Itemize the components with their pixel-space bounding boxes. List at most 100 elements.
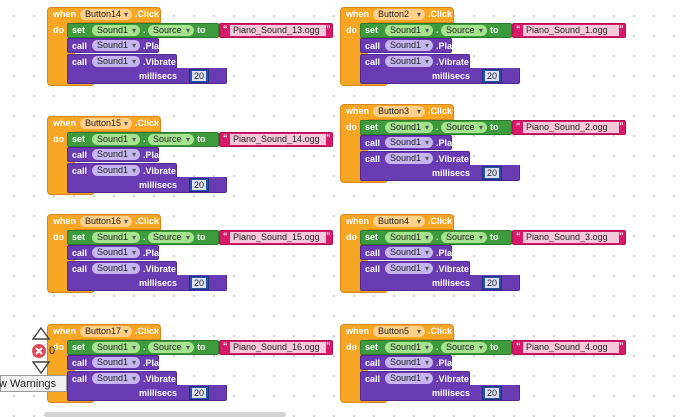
sound-component-dropdown[interactable]: Sound1	[92, 232, 140, 243]
number-block[interactable]: 20	[482, 276, 502, 290]
number-value[interactable]: 20	[192, 180, 206, 190]
click-event-label: .Click	[428, 216, 453, 226]
button-component-dropdown[interactable]: Button15	[80, 118, 132, 129]
sound-component-dropdown[interactable]: Sound1	[385, 153, 433, 164]
sound-component-dropdown[interactable]: Sound1	[385, 373, 433, 384]
button-component-dropdown[interactable]: Button2	[373, 9, 425, 20]
property-dropdown[interactable]: Source	[148, 25, 194, 36]
text-string-value[interactable]: Piano_Sound_13.ogg	[230, 25, 326, 36]
text-string-block[interactable]: “ Piano_Sound_16.ogg ”	[219, 340, 333, 355]
text-string-block[interactable]: “ Piano_Sound_13.ogg ”	[219, 23, 333, 38]
millisecs-socket	[360, 68, 520, 84]
number-block[interactable]: 20	[482, 386, 502, 400]
property-dropdown[interactable]: Source	[441, 122, 487, 133]
call-keyword: call	[365, 41, 381, 51]
sound-component-dropdown[interactable]: Sound1	[92, 263, 140, 274]
do-keyword: do	[346, 122, 357, 132]
button-component-dropdown[interactable]: Button17	[80, 326, 132, 337]
number-value[interactable]: 20	[192, 71, 206, 81]
when-keyword: when	[53, 9, 77, 19]
number-value[interactable]: 20	[192, 278, 206, 288]
sound-component-dropdown[interactable]: Sound1	[92, 25, 140, 36]
vibrate-method-label: .Vibrate	[143, 374, 176, 384]
text-string-value[interactable]: Piano_Sound_3.ogg	[523, 232, 619, 243]
button-component-dropdown[interactable]: Button5	[373, 326, 425, 337]
property-dropdown[interactable]: Source	[441, 232, 487, 243]
when-keyword: when	[346, 326, 370, 336]
event-block-button4[interactable]: when Button4 .Click do set Sound1 . Sour…	[340, 214, 626, 294]
sound-component-dropdown[interactable]: Sound1	[385, 25, 433, 36]
text-string-value[interactable]: Piano_Sound_16.ogg	[230, 342, 326, 353]
when-keyword: when	[53, 216, 77, 226]
number-block[interactable]: 20	[482, 69, 502, 83]
property-dropdown[interactable]: Source	[441, 25, 487, 36]
call-keyword: call	[72, 374, 88, 384]
text-string-block[interactable]: “ Piano_Sound_14.ogg ”	[219, 132, 333, 147]
show-warnings-button[interactable]: w Warnings	[0, 375, 67, 392]
text-string-value[interactable]: Piano_Sound_15.ogg	[230, 232, 326, 243]
sound-component-dropdown[interactable]: Sound1	[385, 342, 433, 353]
event-block-button5[interactable]: when Button5 .Click do set Sound1 . Sour…	[340, 324, 626, 404]
sound-component-dropdown[interactable]: Sound1	[92, 149, 140, 160]
sound-component-dropdown[interactable]: Sound1	[385, 247, 433, 258]
property-dropdown[interactable]: Source	[148, 134, 194, 145]
text-string-block[interactable]: “ Piano_Sound_2.ogg ”	[512, 120, 626, 135]
sound-component-dropdown[interactable]: Sound1	[92, 247, 140, 258]
sound-component-dropdown[interactable]: Sound1	[92, 165, 140, 176]
do-keyword: do	[53, 342, 64, 352]
number-value[interactable]: 20	[485, 388, 499, 398]
number-value[interactable]: 20	[192, 388, 206, 398]
text-string-value[interactable]: Piano_Sound_1.ogg	[523, 25, 619, 36]
button-component-dropdown[interactable]: Button14	[80, 9, 132, 20]
text-string-block[interactable]: “ Piano_Sound_4.ogg ”	[512, 340, 626, 355]
event-block-button16[interactable]: when Button16 .Click do set Sound1 . Sou…	[47, 214, 333, 294]
sound-component-dropdown[interactable]: Sound1	[385, 232, 433, 243]
event-block-button14[interactable]: when Button14 .Click do set Sound1 . Sou…	[47, 7, 333, 87]
text-string-block[interactable]: “ Piano_Sound_15.ogg ”	[219, 230, 333, 245]
number-value[interactable]: 20	[485, 71, 499, 81]
sound-component-dropdown[interactable]: Sound1	[385, 137, 433, 148]
property-dropdown[interactable]: Source	[148, 342, 194, 353]
call-keyword: call	[365, 264, 381, 274]
number-block[interactable]: 20	[189, 386, 209, 400]
sound-component-dropdown[interactable]: Sound1	[385, 263, 433, 274]
warning-nav-up-icon[interactable]	[31, 326, 51, 341]
sound-component-dropdown[interactable]: Sound1	[385, 40, 433, 51]
number-value[interactable]: 20	[485, 168, 499, 178]
sound-component-dropdown[interactable]: Sound1	[92, 40, 140, 51]
number-block[interactable]: 20	[189, 178, 209, 192]
do-keyword: do	[346, 232, 357, 242]
sound-component-dropdown[interactable]: Sound1	[92, 373, 140, 384]
text-string-block[interactable]: “ Piano_Sound_3.ogg ”	[512, 230, 626, 245]
sound-component-dropdown[interactable]: Sound1	[92, 357, 140, 368]
horizontal-scrollbar[interactable]	[44, 412, 286, 417]
sound-component-dropdown[interactable]: Sound1	[385, 122, 433, 133]
sound-component-dropdown[interactable]: Sound1	[92, 342, 140, 353]
dot-separator: .	[143, 342, 146, 352]
warning-nav-down-icon[interactable]	[31, 360, 51, 375]
property-dropdown[interactable]: Source	[441, 342, 487, 353]
sound-component-dropdown[interactable]: Sound1	[92, 56, 140, 67]
text-string-value[interactable]: Piano_Sound_14.ogg	[230, 134, 326, 145]
number-block[interactable]: 20	[482, 166, 502, 180]
error-icon[interactable]	[31, 343, 47, 359]
event-block-button3[interactable]: when Button3 .Click do set Sound1 . Sour…	[340, 104, 626, 184]
button-component-dropdown[interactable]: Button4	[373, 216, 425, 227]
number-block[interactable]: 20	[189, 276, 209, 290]
sound-component-dropdown[interactable]: Sound1	[385, 56, 433, 67]
sound-component-dropdown[interactable]: Sound1	[385, 357, 433, 368]
property-dropdown[interactable]: Source	[148, 232, 194, 243]
event-block-button15[interactable]: when Button15 .Click do set Sound1 . Sou…	[47, 116, 333, 196]
event-block-button17[interactable]: when Button17 .Click do set Sound1 . Sou…	[47, 324, 333, 404]
button-component-dropdown[interactable]: Button3	[373, 106, 425, 117]
sound-component-dropdown[interactable]: Sound1	[92, 134, 140, 145]
text-string-value[interactable]: Piano_Sound_2.ogg	[523, 122, 619, 133]
button-component-dropdown[interactable]: Button16	[80, 216, 132, 227]
text-string-value[interactable]: Piano_Sound_4.ogg	[523, 342, 619, 353]
text-string-block[interactable]: “ Piano_Sound_1.ogg ”	[512, 23, 626, 38]
millisecs-socket	[67, 177, 227, 193]
event-block-button2[interactable]: when Button2 .Click do set Sound1 . Sour…	[340, 7, 626, 87]
number-block[interactable]: 20	[189, 69, 209, 83]
dot-separator: .	[436, 232, 439, 242]
number-value[interactable]: 20	[485, 278, 499, 288]
